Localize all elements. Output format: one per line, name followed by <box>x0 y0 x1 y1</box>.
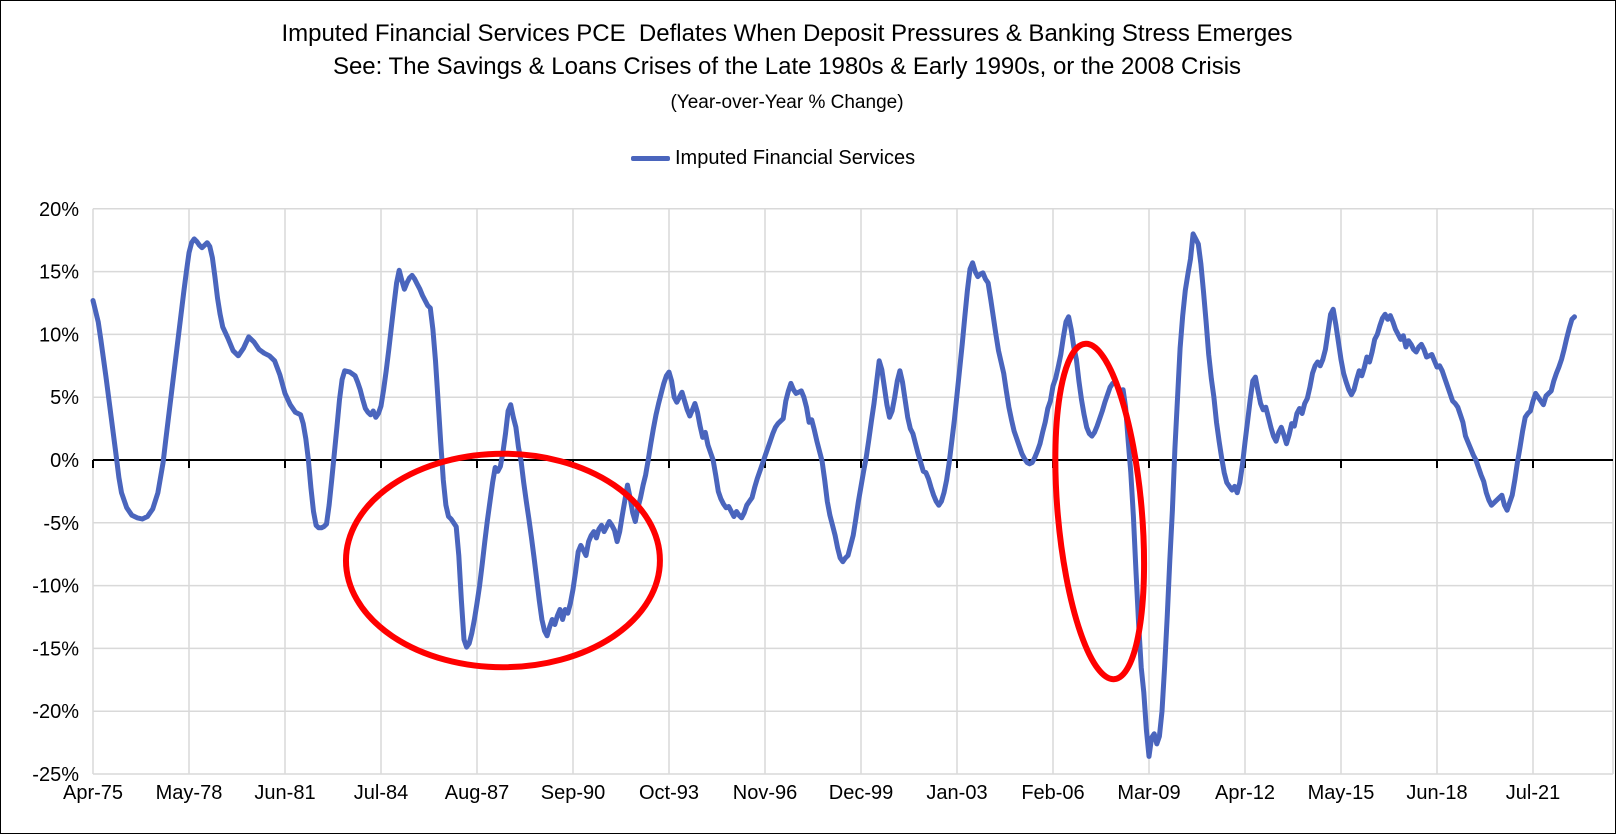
x-axis-label: May-15 <box>1308 782 1375 804</box>
annotation-ellipse-savings-loans-crisis-circle <box>342 450 663 671</box>
x-axis-label: Apr-12 <box>1215 782 1275 804</box>
x-axis-label: Dec-99 <box>829 782 893 804</box>
legend: Imputed Financial Services <box>631 147 915 170</box>
x-axis-label: Feb-06 <box>1021 782 1084 804</box>
x-axis-label: Mar-09 <box>1117 782 1180 804</box>
y-axis-label: 20% <box>39 199 79 221</box>
x-axis-label: Jun-18 <box>1406 782 1467 804</box>
y-axis-label: -20% <box>32 701 79 723</box>
chart-title-line2: See: The Savings & Loans Crises of the L… <box>332 53 1242 80</box>
legend-label: Imputed Financial Services <box>675 147 916 169</box>
series-line-imputed-financial-services <box>90 231 1577 759</box>
y-axis-label: 15% <box>39 262 79 284</box>
y-axis-label: -15% <box>32 638 79 660</box>
x-axis-label: Jul-21 <box>1506 782 1560 804</box>
x-axis-label: May-78 <box>156 782 223 804</box>
x-axis-label: Apr-75 <box>63 782 123 804</box>
chart-header: Imputed Financial Services PCE Deflates … <box>1 17 1573 114</box>
x-axis-label: Jun-81 <box>254 782 315 804</box>
y-axis-label: -5% <box>43 513 79 535</box>
y-axis-label: -10% <box>32 576 79 598</box>
y-axis-label: -25% <box>32 764 79 786</box>
x-axis-label: Oct-93 <box>639 782 699 804</box>
legend-line-marker <box>631 156 670 161</box>
chart-subtitle: (Year-over-Year % Change) <box>670 92 904 113</box>
y-axis-label: 5% <box>50 387 79 409</box>
x-axis-label: Nov-96 <box>733 782 797 804</box>
x-axis-label: Jul-84 <box>354 782 408 804</box>
x-axis-label: Aug-87 <box>445 782 510 804</box>
y-axis-label: 10% <box>39 324 79 346</box>
x-axis-label: Jan-03 <box>926 782 987 804</box>
annotation-ellipse-2008-crisis-circle <box>1052 340 1148 683</box>
chart-title-line1: Imputed Financial Services PCE Deflates … <box>281 20 1293 47</box>
x-axis-label: Sep-90 <box>541 782 606 804</box>
y-axis-label: 0% <box>50 450 79 472</box>
